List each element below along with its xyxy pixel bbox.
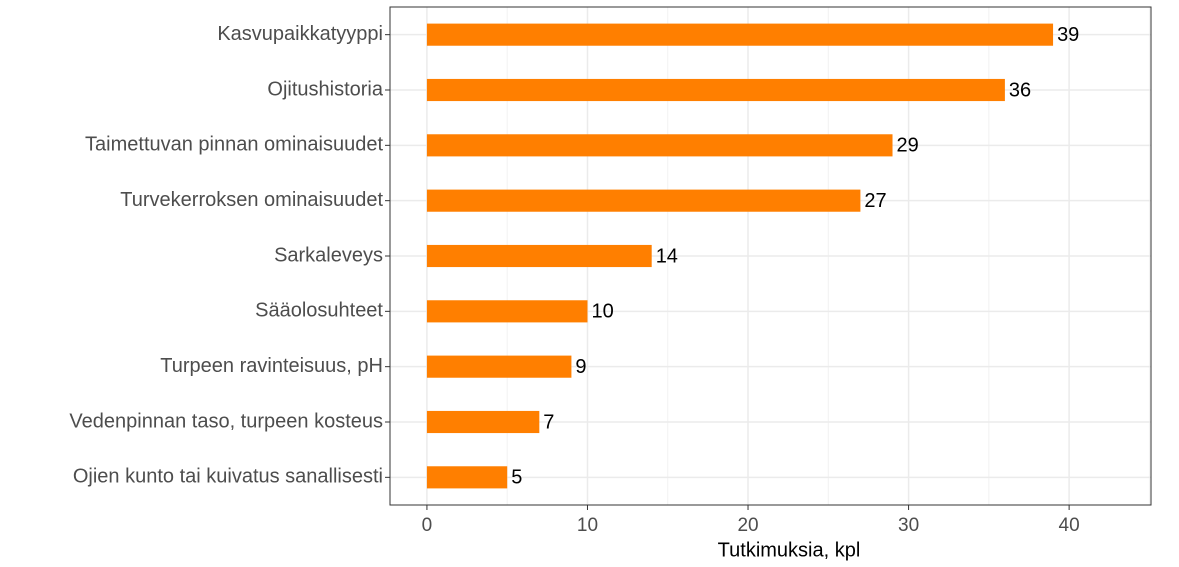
x-tick-label: 0 xyxy=(422,515,433,536)
bar xyxy=(426,410,540,434)
panel-border xyxy=(389,6,1152,506)
y-tick-label: Ojitushistoria xyxy=(267,78,383,100)
data-label: 14 xyxy=(656,245,678,267)
data-label: 29 xyxy=(897,135,919,157)
bar xyxy=(426,23,1054,46)
bar xyxy=(426,134,893,157)
y-tick-label: Turvekerroksen ominaisuudet xyxy=(120,189,383,211)
y-tick-label: Kasvupaikkatyyppi xyxy=(217,23,383,45)
x-axis-title: Tutkimuksia, kpl xyxy=(718,539,861,561)
y-tick-label: Sarkaleveys xyxy=(274,244,383,266)
bar xyxy=(426,244,652,268)
y-tick-label: Taimettuvan pinnan ominaisuudet xyxy=(85,134,383,156)
data-label: 39 xyxy=(1057,24,1079,46)
data-label: 9 xyxy=(575,356,586,378)
x-tick-label: 30 xyxy=(898,515,919,536)
data-label: 10 xyxy=(591,301,613,323)
x-tick-label: 20 xyxy=(737,515,758,536)
x-tick-label: 40 xyxy=(1059,515,1080,536)
y-tick-label: Vedenpinnan taso, turpeen kosteus xyxy=(69,410,383,432)
data-label: 7 xyxy=(543,411,554,433)
bar xyxy=(426,355,572,378)
x-tick-label: 10 xyxy=(577,515,598,536)
bar xyxy=(426,300,588,323)
data-label: 36 xyxy=(1009,79,1031,101)
bar xyxy=(426,78,1005,102)
data-label: 27 xyxy=(864,190,886,212)
y-tick-label: Ojien kunto tai kuivatus sanallisesti xyxy=(73,466,383,488)
bar xyxy=(426,189,861,212)
data-label: 5 xyxy=(511,467,522,489)
y-tick-label: Sääolosuhteet xyxy=(255,300,383,322)
y-tick-label: Turpeen ravinteisuus, pH xyxy=(160,355,383,377)
bar xyxy=(426,466,508,489)
